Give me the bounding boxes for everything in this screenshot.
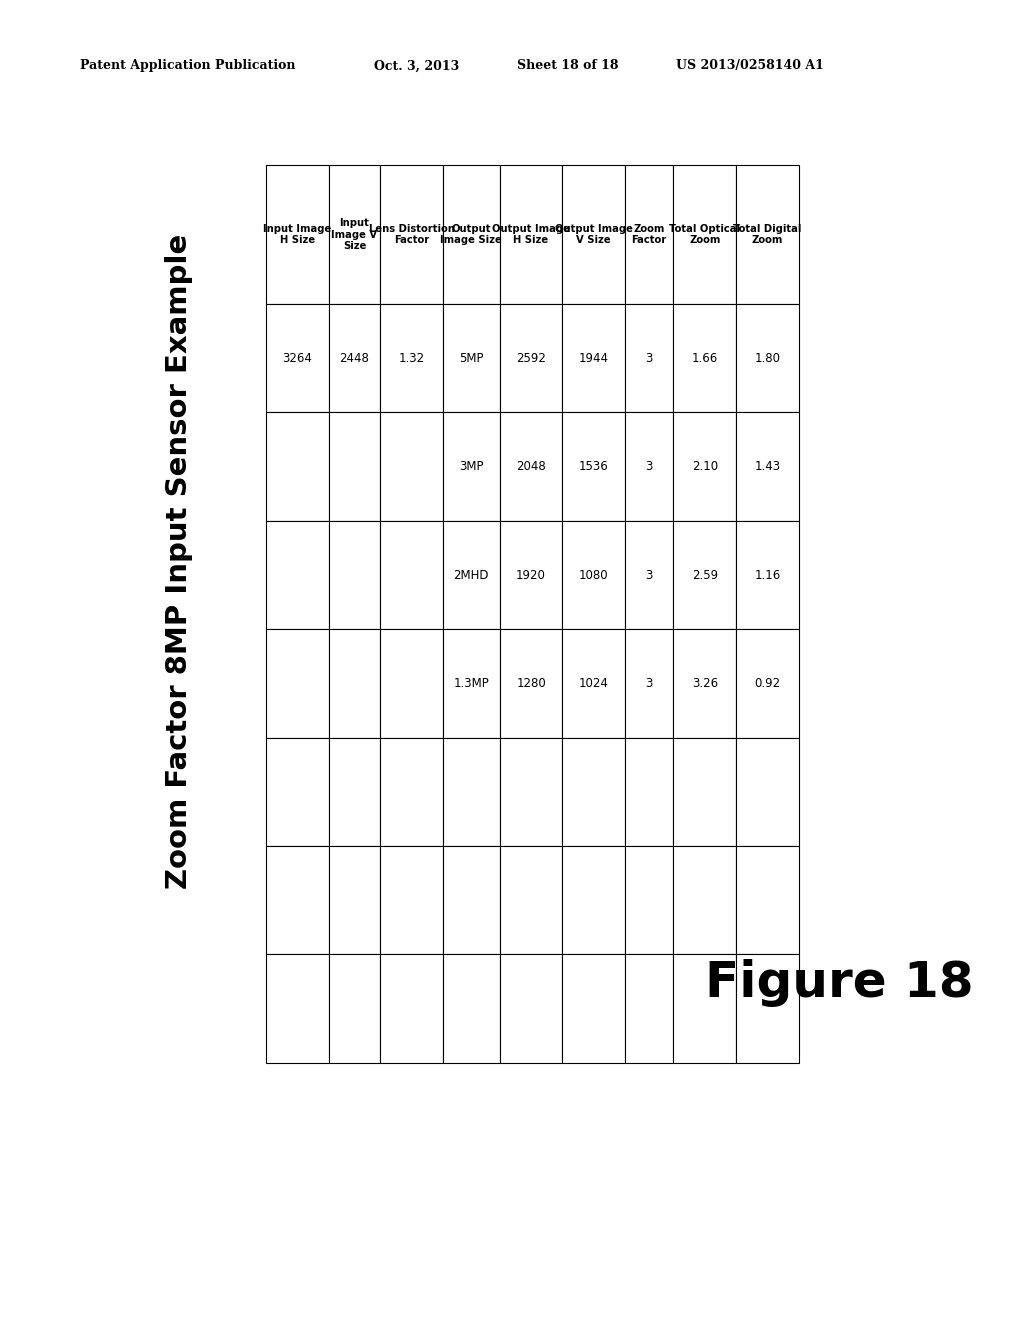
Text: 3: 3 bbox=[645, 461, 653, 473]
Text: 1536: 1536 bbox=[579, 461, 608, 473]
Text: Total Digital
Zoom: Total Digital Zoom bbox=[733, 224, 802, 246]
Text: 3MP: 3MP bbox=[459, 461, 483, 473]
Text: 1.3MP: 1.3MP bbox=[454, 677, 489, 690]
Text: 3: 3 bbox=[645, 569, 653, 582]
Text: Total Optical
Zoom: Total Optical Zoom bbox=[670, 224, 740, 246]
Text: Sheet 18 of 18: Sheet 18 of 18 bbox=[517, 59, 618, 73]
Text: 0.92: 0.92 bbox=[755, 677, 780, 690]
Text: Oct. 3, 2013: Oct. 3, 2013 bbox=[374, 59, 459, 73]
Text: 3264: 3264 bbox=[283, 352, 312, 364]
Text: Output
Image Size: Output Image Size bbox=[440, 224, 502, 246]
Text: Output Image
V Size: Output Image V Size bbox=[555, 224, 633, 246]
Text: Figure 18: Figure 18 bbox=[706, 960, 974, 1007]
Text: 1024: 1024 bbox=[579, 677, 608, 690]
Text: 3: 3 bbox=[645, 677, 653, 690]
Text: Zoom Factor 8MP Input Sensor Example: Zoom Factor 8MP Input Sensor Example bbox=[165, 234, 194, 888]
Text: 2.59: 2.59 bbox=[691, 569, 718, 582]
Text: 3: 3 bbox=[645, 352, 653, 364]
Text: US 2013/0258140 A1: US 2013/0258140 A1 bbox=[676, 59, 823, 73]
Text: 1.66: 1.66 bbox=[691, 352, 718, 364]
Text: Zoom
Factor: Zoom Factor bbox=[632, 224, 667, 246]
Text: 2448: 2448 bbox=[340, 352, 370, 364]
Text: 2048: 2048 bbox=[516, 461, 546, 473]
Text: 3.26: 3.26 bbox=[691, 677, 718, 690]
Text: 1.43: 1.43 bbox=[755, 461, 780, 473]
Text: 1920: 1920 bbox=[516, 569, 546, 582]
Text: Input Image
H Size: Input Image H Size bbox=[263, 224, 332, 246]
Text: 2MHD: 2MHD bbox=[454, 569, 489, 582]
Text: Lens Distortion
Factor: Lens Distortion Factor bbox=[369, 224, 455, 246]
Text: 1.80: 1.80 bbox=[755, 352, 780, 364]
Text: 2.10: 2.10 bbox=[691, 461, 718, 473]
Text: 1280: 1280 bbox=[516, 677, 546, 690]
Text: 2592: 2592 bbox=[516, 352, 546, 364]
Text: 1944: 1944 bbox=[579, 352, 608, 364]
Text: 1.16: 1.16 bbox=[755, 569, 780, 582]
Text: 1.32: 1.32 bbox=[398, 352, 425, 364]
Text: Patent Application Publication: Patent Application Publication bbox=[80, 59, 295, 73]
Text: 5MP: 5MP bbox=[459, 352, 483, 364]
Text: Output Image
H Size: Output Image H Size bbox=[493, 224, 570, 246]
Text: Input
Image V
Size: Input Image V Size bbox=[332, 218, 378, 251]
Text: 1080: 1080 bbox=[579, 569, 608, 582]
